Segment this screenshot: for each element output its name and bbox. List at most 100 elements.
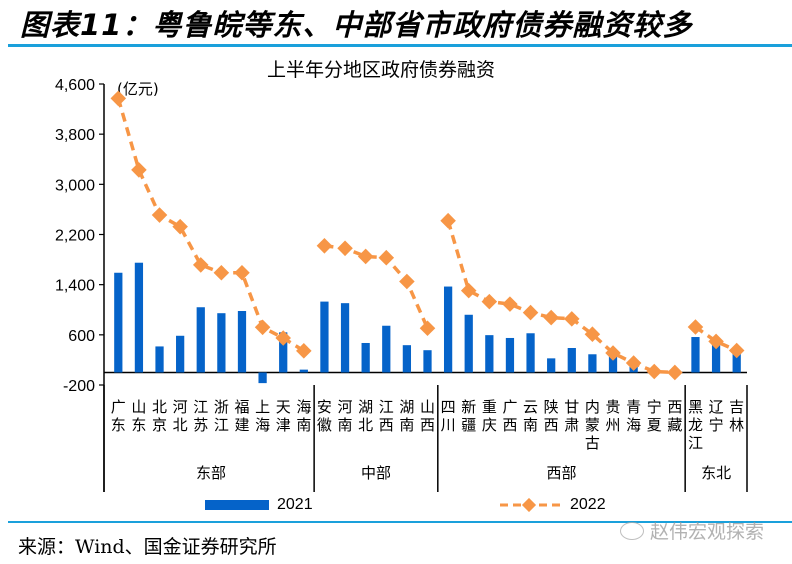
group-label-东北: 东北 <box>701 464 731 482</box>
bar-2021-吉林 <box>732 353 741 373</box>
x-tick-label-char: 蒙 <box>585 416 600 434</box>
line-2022-东北 <box>694 325 738 353</box>
bar-2021-广东 <box>114 272 123 373</box>
line-2022-西部 <box>446 220 675 375</box>
group-label-东部: 东部 <box>196 464 226 482</box>
y-tick-label: 2,200 <box>55 228 95 245</box>
source-note: 来源：Wind、国金证券研究所 <box>18 536 277 558</box>
x-tick-label-char: 西 <box>420 416 435 434</box>
y-tick-label: 1,400 <box>55 278 95 295</box>
y-axis-unit-label: (亿元) <box>117 80 159 98</box>
bar-2021-北京 <box>155 346 164 373</box>
bottom-rule <box>8 521 792 523</box>
x-tick-label-char: 西 <box>379 416 394 434</box>
bar-2021-辽宁 <box>711 344 721 373</box>
y-tick-label: 600 <box>68 328 95 345</box>
x-tick-label-char: 新 <box>461 398 476 416</box>
x-tick-label-char: 吉 <box>729 398 744 416</box>
x-tick-label-char: 安 <box>317 398 332 416</box>
point-2022-新疆 <box>460 282 477 299</box>
x-tick-label-char: 甘 <box>564 398 579 416</box>
x-tick-label-char: 云 <box>523 398 538 416</box>
x-tick-label-char: 夏 <box>647 416 662 434</box>
watermark: 赵伟宏观探索 <box>620 517 764 544</box>
bar-2021-内蒙古 <box>588 354 597 373</box>
x-tick-label-char: 徽 <box>317 416 332 434</box>
bar-2021-陕西 <box>547 358 556 373</box>
bar-2021-新疆 <box>464 314 473 373</box>
top-rule <box>8 44 792 47</box>
point-2022-湖北 <box>357 248 374 265</box>
x-tick-label-char: 南 <box>523 416 538 434</box>
x-tick-label-char: 宁 <box>709 416 724 434</box>
bar-2021-海南 <box>299 369 308 373</box>
bar-2021-河北 <box>176 335 185 373</box>
y-tick-label: 3,800 <box>55 127 95 144</box>
point-2022-宁夏 <box>646 363 663 380</box>
x-tick-label-char: 江 <box>688 434 703 452</box>
bar-2021-安徽 <box>320 301 329 373</box>
bar-2021-湖南 <box>402 345 412 373</box>
figure-title: 图表11：粤鲁皖等东、中部省市政府债券融资较多 <box>20 8 693 42</box>
x-tick-label-char: 山 <box>131 398 146 416</box>
x-tick-label-char: 北 <box>358 416 373 434</box>
legend-item-2021: 2021 <box>205 496 313 514</box>
x-tick-label-char: 南 <box>399 416 414 434</box>
bar-2021-甘肃 <box>567 348 576 373</box>
x-tick-label-char: 广 <box>111 398 126 416</box>
x-tick-label-char: 藏 <box>667 416 682 434</box>
bar-2021-贵州 <box>608 354 618 373</box>
point-2022-北京 <box>151 207 168 223</box>
x-tick-label-char: 苏 <box>193 416 208 434</box>
point-2022-福建 <box>234 264 250 281</box>
bar-2021-广西 <box>505 337 515 373</box>
bar-2021-四川 <box>443 286 453 373</box>
x-tick-label-char: 西 <box>502 416 517 434</box>
x-tick-label-char: 贵 <box>606 398 621 416</box>
x-tick-label-char: 陕 <box>544 398 559 416</box>
bar-2021-江苏 <box>196 307 205 373</box>
point-2022-云南 <box>522 304 539 321</box>
group-label-中部: 中部 <box>361 464 391 482</box>
point-2022-安徽 <box>316 238 333 254</box>
bar-2021-重庆 <box>485 335 494 373</box>
x-tick-label-char: 西 <box>667 398 682 416</box>
x-tick-label-char: 肃 <box>564 416 579 434</box>
x-tick-label-char: 州 <box>606 416 621 434</box>
x-tick-label-char: 江 <box>193 398 208 416</box>
x-tick-label-char: 海 <box>255 416 270 434</box>
x-tick-label-char: 湖 <box>399 398 414 416</box>
x-tick-label-char: 浙 <box>214 398 229 416</box>
x-tick-label-char: 川 <box>441 416 456 434</box>
point-2022-青海 <box>625 355 642 371</box>
legend-label-2022: 2022 <box>570 496 606 513</box>
x-tick-label-char: 黑 <box>688 398 703 416</box>
point-2022-吉林 <box>728 342 745 359</box>
watermark-text: 赵伟宏观探索 <box>650 521 765 543</box>
legend-label-2021: 2021 <box>277 496 313 513</box>
x-tick-label-char: 青 <box>626 398 641 416</box>
x-tick-label-char: 河 <box>338 398 353 416</box>
point-2022-湖南 <box>399 273 415 290</box>
point-2022-广东 <box>110 90 127 107</box>
x-tick-label-char: 龙 <box>688 416 703 434</box>
x-tick-label-char: 东 <box>111 416 126 434</box>
legend-swatch-line-icon <box>500 498 562 512</box>
x-tick-label-char: 广 <box>502 398 517 416</box>
x-tick-label-char: 江 <box>214 416 229 434</box>
x-tick-label-char: 西 <box>544 416 559 434</box>
x-tick-label-char: 海 <box>296 398 311 416</box>
x-tick-label-char: 北 <box>152 398 167 416</box>
x-tick-label-char: 上 <box>255 398 270 416</box>
x-tick-label-char: 南 <box>296 416 311 434</box>
chart-title: 上半年分地区政府债券融资 <box>266 59 495 81</box>
line-2022-中部 <box>324 244 430 329</box>
line-2022-东部 <box>116 97 305 353</box>
bar-2021-黑龙江 <box>691 337 700 373</box>
bar-2021-云南 <box>526 333 535 373</box>
x-tick-label-char: 重 <box>482 398 497 416</box>
point-2022-河南 <box>337 240 353 257</box>
point-2022-上海 <box>254 319 271 336</box>
x-tick-label-char: 南 <box>338 416 353 434</box>
